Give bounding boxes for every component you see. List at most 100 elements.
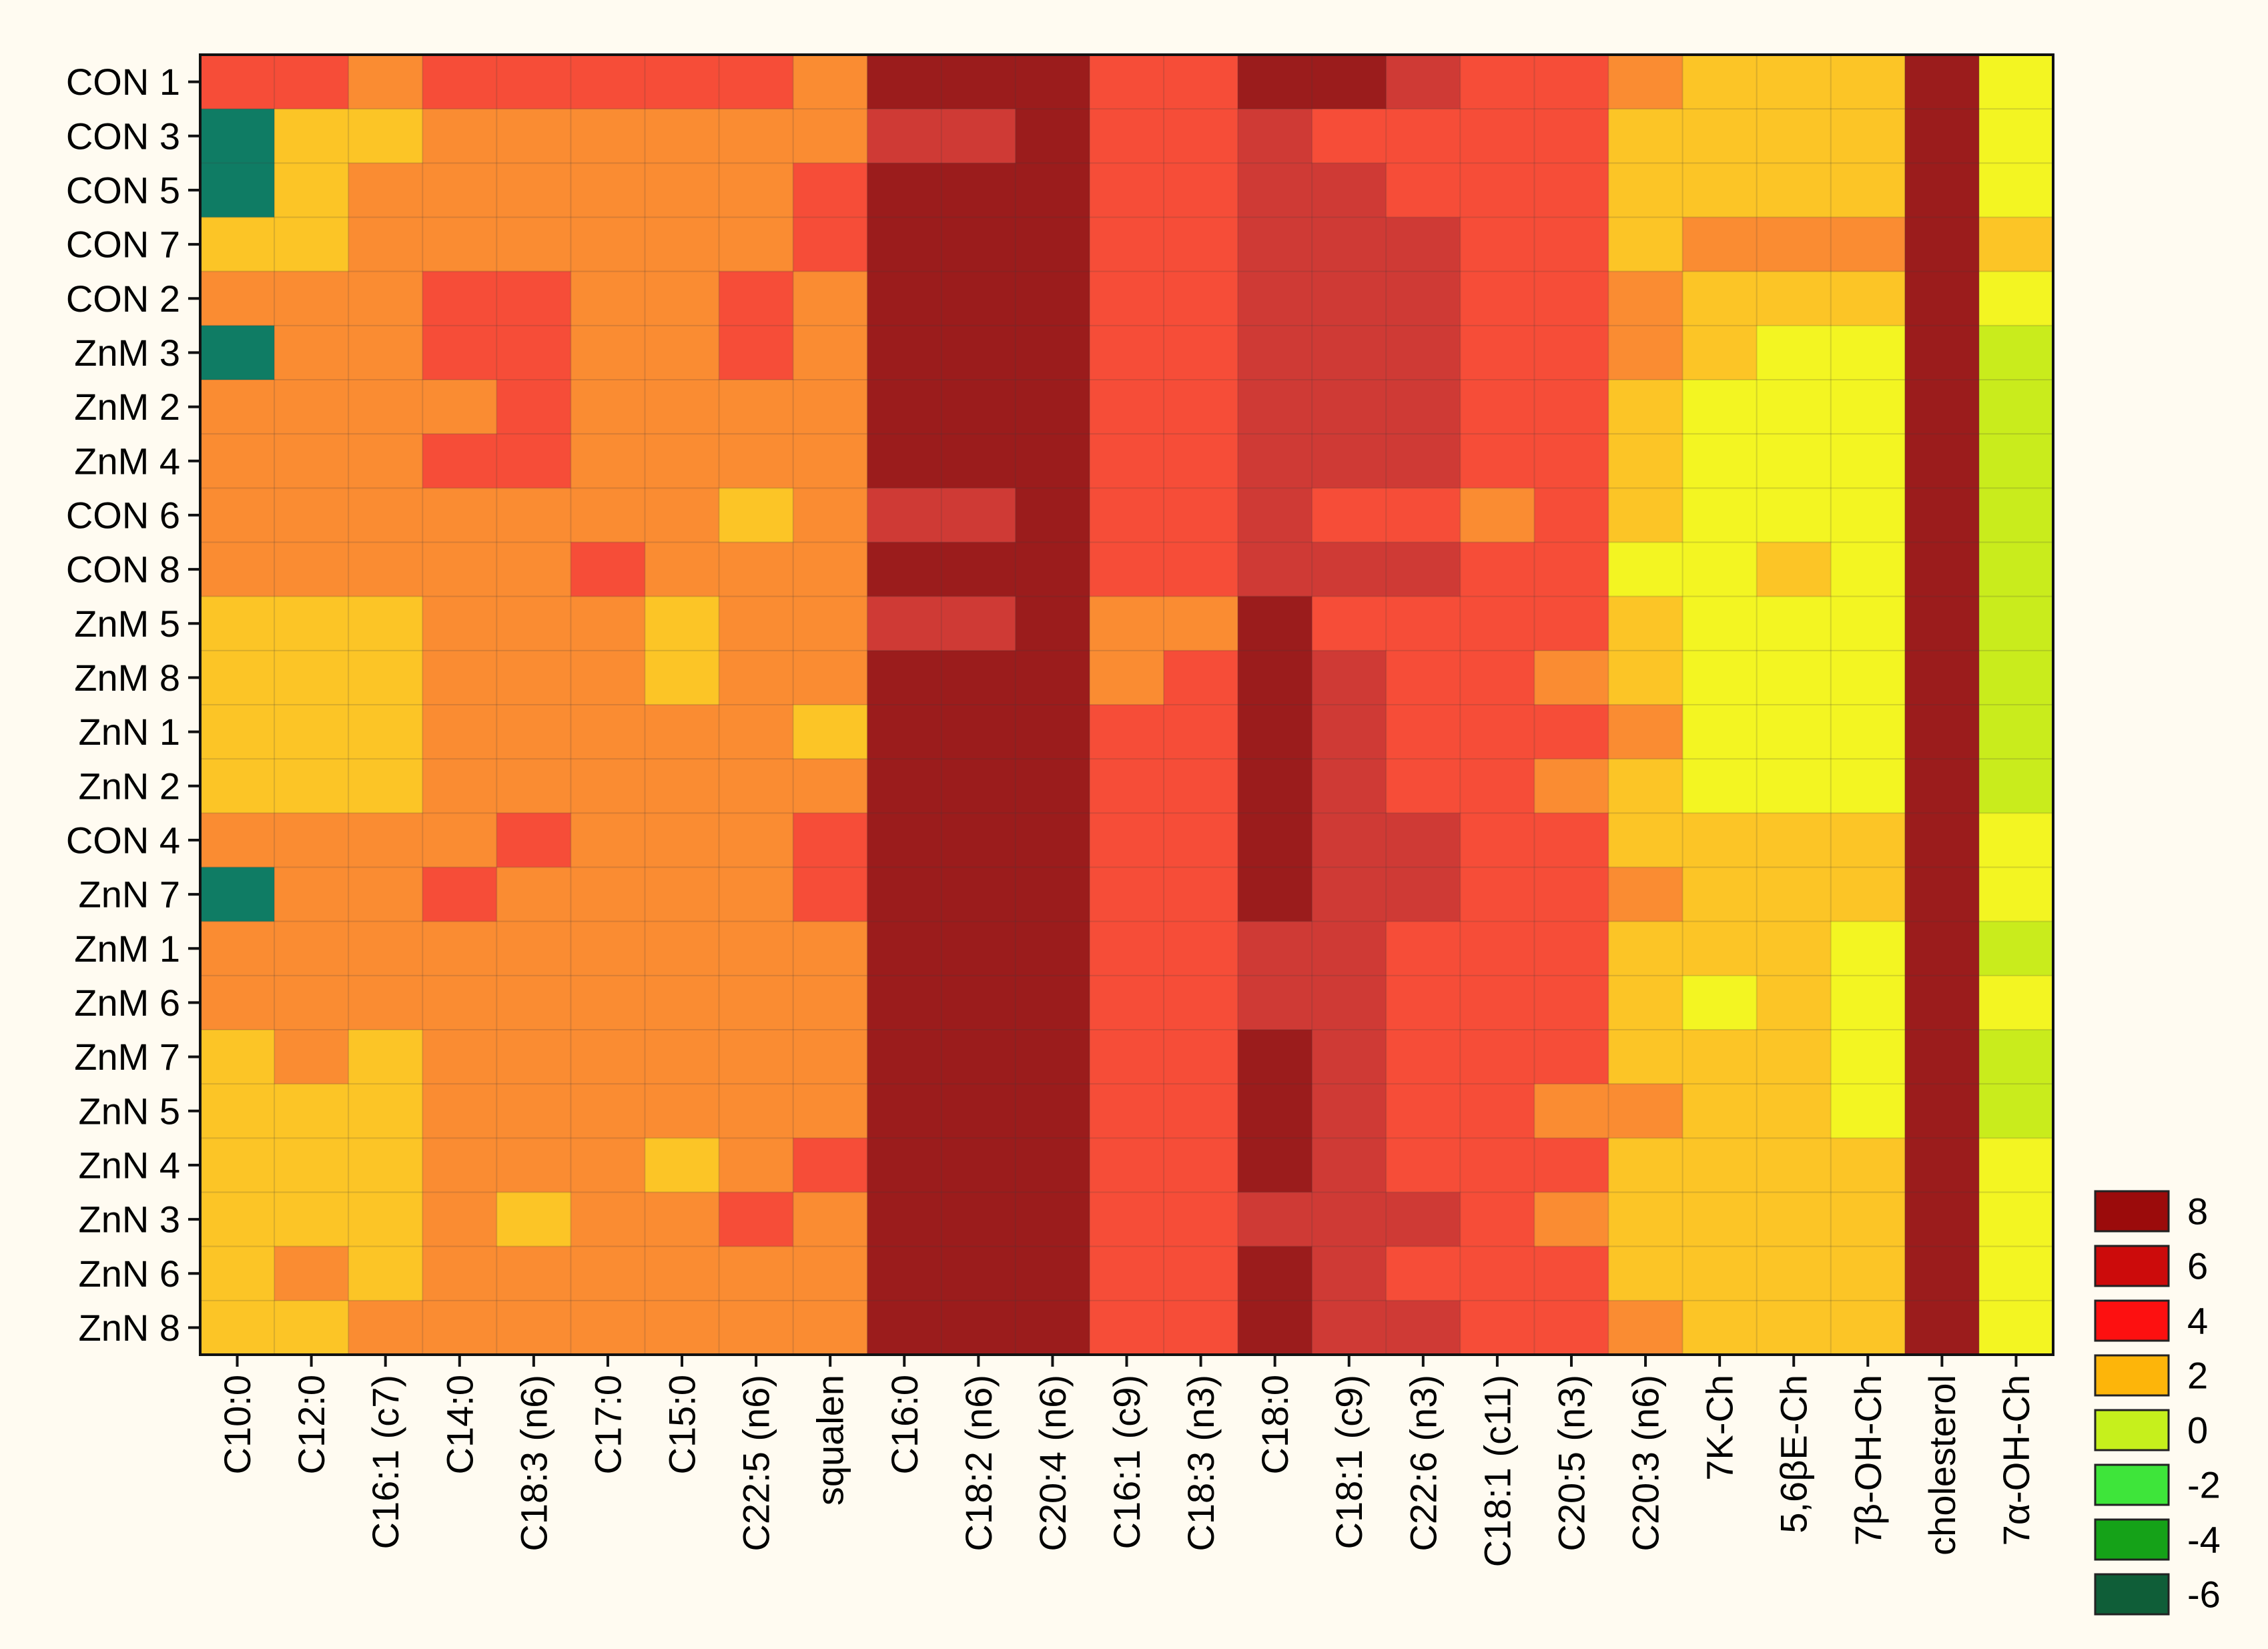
heatmap-cell <box>1978 813 2054 868</box>
heatmap-cell <box>1164 488 1238 543</box>
heatmap-cell <box>941 705 1016 759</box>
heatmap-cell <box>348 867 423 922</box>
heatmap-cell <box>645 975 720 1030</box>
heatmap-cell <box>1534 542 1609 597</box>
heatmap-cell <box>571 921 646 976</box>
heatmap-cell <box>1460 55 1535 109</box>
heatmap-cell <box>1460 650 1535 705</box>
heatmap-cell <box>941 434 1016 488</box>
heatmap-cell <box>348 650 423 705</box>
heatmap-cell <box>1238 542 1312 597</box>
heatmap-cell <box>867 921 942 976</box>
heatmap-cell <box>1312 271 1387 326</box>
row-label: CON 4 <box>66 819 180 861</box>
column-label: C17:0 <box>587 1375 629 1474</box>
heatmap-cell <box>1830 921 1906 976</box>
heatmap-cell <box>1164 109 1238 163</box>
heatmap-cell <box>941 217 1016 272</box>
heatmap-cell <box>496 1084 571 1138</box>
heatmap-cell <box>941 55 1016 109</box>
heatmap-cell <box>422 380 497 434</box>
heatmap-cell <box>422 1246 497 1301</box>
heatmap-cell <box>1015 921 1090 976</box>
heatmap-cell <box>1386 650 1461 705</box>
heatmap-cell <box>496 1300 571 1355</box>
heatmap-cell <box>1089 488 1164 543</box>
heatmap-cell <box>200 650 275 705</box>
row-label: ZnM 2 <box>74 386 180 428</box>
heatmap-cell <box>719 380 794 434</box>
heatmap-cell <box>348 542 423 597</box>
row-label: ZnN 2 <box>79 765 181 807</box>
heatmap-cell <box>941 488 1016 543</box>
heatmap-cell <box>1904 1300 1980 1355</box>
heatmap-cell <box>571 596 646 651</box>
heatmap-cell <box>867 542 942 597</box>
heatmap-cell <box>1089 921 1164 976</box>
heatmap-cell <box>1089 1084 1164 1138</box>
heatmap-cell <box>941 867 1016 922</box>
row-label: ZnM 8 <box>74 657 180 699</box>
row-label: CON 8 <box>66 549 180 591</box>
heatmap-cell <box>422 650 497 705</box>
heatmap-cell <box>1238 55 1312 109</box>
heatmap-cell <box>1756 650 1832 705</box>
heatmap-cell <box>793 380 868 434</box>
heatmap-cell <box>1534 271 1609 326</box>
heatmap-cell <box>645 705 720 759</box>
heatmap-cell <box>793 705 868 759</box>
heatmap-cell <box>1460 109 1535 163</box>
heatmap-cell <box>1830 650 1906 705</box>
heatmap-cell <box>1386 1192 1461 1247</box>
heatmap-cell <box>274 867 349 922</box>
heatmap-cell <box>1682 488 1758 543</box>
heatmap-cell <box>1312 921 1387 976</box>
heatmap-cell <box>1238 1300 1312 1355</box>
heatmap-cell <box>645 217 720 272</box>
heatmap-cell <box>274 325 349 380</box>
heatmap-cell <box>1238 1138 1312 1193</box>
heatmap-cell <box>1238 1192 1312 1247</box>
heatmap-cell <box>1089 217 1164 272</box>
heatmap-cell <box>200 975 275 1030</box>
legend-label: 0 <box>2187 1409 2208 1451</box>
heatmap-cell <box>1756 434 1832 488</box>
heatmap-cell <box>941 596 1016 651</box>
heatmap-cell <box>793 542 868 597</box>
heatmap-cell <box>941 325 1016 380</box>
heatmap-cell <box>1312 1030 1387 1084</box>
heatmap-cell <box>1830 813 1906 868</box>
heatmap-cell <box>571 380 646 434</box>
heatmap-cell <box>867 1030 942 1084</box>
heatmap-cell <box>645 596 720 651</box>
heatmap-cell <box>1312 55 1387 109</box>
heatmap-cell <box>645 271 720 326</box>
heatmap-cell <box>274 163 349 218</box>
heatmap-cell <box>645 867 720 922</box>
heatmap-cell <box>1978 325 2054 380</box>
heatmap-cell <box>1534 705 1609 759</box>
heatmap-cell <box>1978 163 2054 218</box>
heatmap-cell <box>1534 1192 1609 1247</box>
row-label: ZnN 4 <box>79 1144 181 1186</box>
heatmap-cell <box>867 813 942 868</box>
heatmap-cell <box>422 596 497 651</box>
heatmap-cell <box>1015 1084 1090 1138</box>
heatmap-cell <box>1164 217 1238 272</box>
heatmap-cell <box>496 542 571 597</box>
heatmap-cell <box>1830 705 1906 759</box>
heatmap-cell <box>1756 542 1832 597</box>
heatmap-cell <box>645 55 720 109</box>
heatmap-cell <box>719 975 794 1030</box>
heatmap-cell <box>1460 921 1535 976</box>
legend-label: -4 <box>2187 1519 2221 1561</box>
heatmap-cell <box>571 1138 646 1193</box>
heatmap-cell <box>200 434 275 488</box>
heatmap-cell <box>645 434 720 488</box>
heatmap-cell <box>1238 380 1312 434</box>
column-label: C15:0 <box>661 1375 703 1474</box>
heatmap-cell <box>1756 271 1832 326</box>
heatmap-cell <box>719 1084 794 1138</box>
row-label: ZnN 7 <box>79 874 181 916</box>
heatmap-cell <box>200 1030 275 1084</box>
